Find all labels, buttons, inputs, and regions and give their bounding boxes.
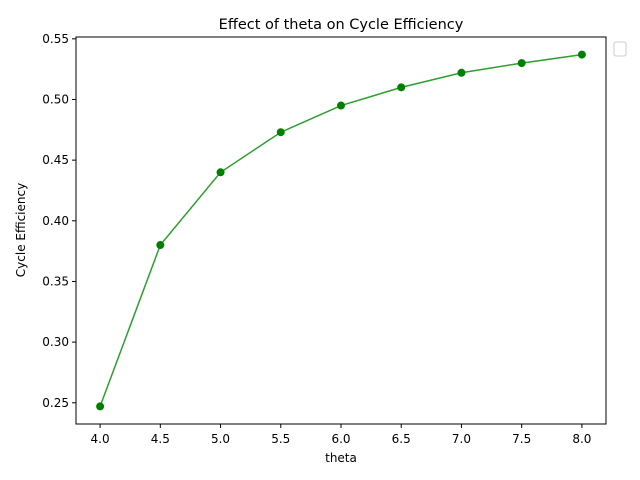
- x-tick-label: 7.0: [452, 432, 471, 446]
- data-point: [216, 168, 225, 177]
- data-point: [276, 128, 285, 137]
- y-tick-label: 0.55: [42, 32, 69, 46]
- legend: [613, 41, 627, 57]
- plot-area: [75, 36, 607, 425]
- x-tick-label: 7.5: [512, 432, 531, 446]
- x-tick-label: 6.5: [392, 432, 411, 446]
- y-tick-label: 0.25: [42, 396, 69, 410]
- data-point: [397, 83, 406, 92]
- x-tick-label: 6.0: [331, 432, 350, 446]
- y-tick-label: 0.50: [42, 92, 69, 106]
- y-tick-label: 0.40: [42, 214, 69, 228]
- data-point: [96, 402, 105, 411]
- data-point: [337, 101, 345, 110]
- legend-box: [613, 41, 627, 57]
- x-tick-label: 4.0: [91, 432, 110, 446]
- x-axis: 4.0 4.5 5.0 5.5 6.0 6.5 7.0 7.5 8.0: [91, 424, 591, 446]
- y-tick-label: 0.35: [42, 274, 69, 288]
- y-tick-label: 0.45: [42, 153, 69, 167]
- y-axis: 0.25 0.30 0.35 0.40 0.45 0.50 0.55: [42, 32, 76, 410]
- x-axis-label: theta: [325, 451, 357, 465]
- data-point: [517, 59, 526, 68]
- y-tick-label: 0.30: [42, 335, 69, 349]
- x-tick-label: 5.5: [271, 432, 290, 446]
- plot-frame: [75, 36, 607, 425]
- x-tick-label: 5.0: [211, 432, 230, 446]
- data-point: [457, 68, 466, 77]
- chart-title: Effect of theta on Cycle Efficiency: [219, 17, 464, 33]
- data-point: [156, 241, 165, 250]
- y-axis-label: Cycle Efficiency: [14, 183, 28, 277]
- x-tick-label: 8.0: [572, 432, 591, 446]
- data-point: [577, 50, 586, 59]
- x-tick-label: 4.5: [151, 432, 170, 446]
